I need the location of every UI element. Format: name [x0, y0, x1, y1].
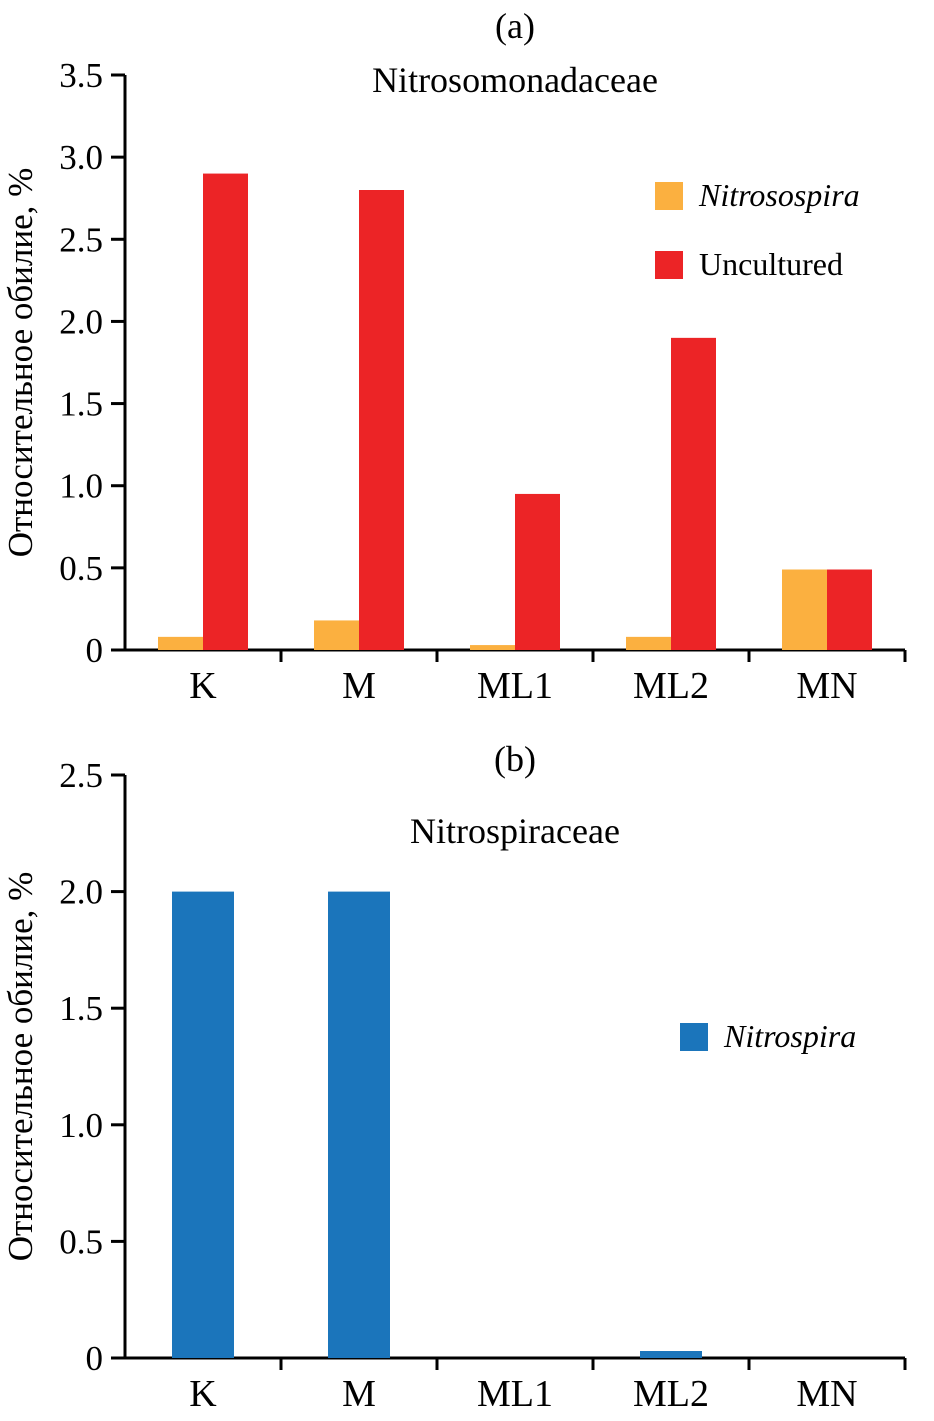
- y-tick-label: 2.5: [59, 756, 103, 795]
- legend-label-Uncultured: Uncultured: [699, 246, 843, 282]
- bar-ML2-Uncultured: [671, 337, 716, 650]
- bar-M-Uncultured: [359, 190, 404, 650]
- panel-label: (a): [495, 6, 535, 46]
- bar-MN-Uncultured: [827, 569, 872, 650]
- x-category-label: ML2: [633, 665, 709, 707]
- y-tick-label: 0: [86, 1339, 104, 1378]
- y-tick-label: 3.0: [59, 138, 103, 177]
- y-tick-label: 0.5: [59, 549, 103, 588]
- y-tick-label: 1.0: [59, 1106, 103, 1145]
- chart-title: Nitrospiraceae: [410, 811, 620, 851]
- y-tick-label: 3.5: [59, 56, 103, 95]
- x-category-label: ML1: [477, 665, 553, 707]
- bar-M-Nitrospira: [328, 891, 390, 1358]
- y-tick-label: 0.5: [59, 1222, 103, 1261]
- legend-swatch-Nitrosospira: [655, 182, 683, 210]
- y-tick-label: 0: [86, 631, 104, 670]
- y-tick-label: 2.0: [59, 873, 103, 912]
- bar-MN-Nitrosospira: [782, 569, 827, 650]
- legend-swatch-Nitrospira: [680, 1023, 708, 1051]
- bar-ML1-Nitrosospira: [470, 645, 515, 650]
- x-category-label: MN: [796, 1373, 857, 1415]
- y-axis-label: Относительное обилие, %: [1, 168, 40, 558]
- bar-K-Uncultured: [203, 173, 248, 651]
- x-category-label: M: [342, 665, 376, 707]
- bar-ML2-Nitrosospira: [626, 636, 671, 650]
- y-tick-label: 1.0: [59, 467, 103, 506]
- x-category-label: MN: [796, 665, 857, 707]
- legend-label-Nitrosospira: Nitrosospira: [698, 177, 860, 213]
- legend-swatch-Uncultured: [655, 251, 683, 279]
- panel-a-svg: (a) Nitrosomonadaceae Относительное обилие…: [1, 6, 907, 707]
- y-axis-label: Относительное обилие, %: [1, 872, 40, 1262]
- chart-title: Nitrosomonadaceae: [372, 60, 658, 100]
- bar-ML2-Nitrospira: [640, 1351, 702, 1358]
- y-tick-label: 1.5: [59, 989, 103, 1028]
- bar-M-Nitrosospira: [314, 620, 359, 650]
- y-tick-label: 2.5: [59, 220, 103, 259]
- bar-ML1-Uncultured: [515, 493, 560, 650]
- panel-b-svg: (b) Nitrospiraceae Относительное обилие, %…: [1, 739, 907, 1415]
- x-category-label: K: [189, 665, 217, 707]
- panel-label: (b): [494, 739, 536, 779]
- x-category-label: ML1: [477, 1373, 553, 1415]
- y-tick-label: 2.0: [59, 302, 103, 341]
- y-tick-label: 1.5: [59, 385, 103, 424]
- bar-K-Nitrosospira: [158, 636, 203, 650]
- x-category-label: M: [342, 1373, 376, 1415]
- legend-label-Nitrospira: Nitrospira: [723, 1018, 856, 1054]
- x-category-label: K: [189, 1373, 217, 1415]
- x-category-label: ML2: [633, 1373, 709, 1415]
- bar-K-Nitrospira: [172, 891, 234, 1358]
